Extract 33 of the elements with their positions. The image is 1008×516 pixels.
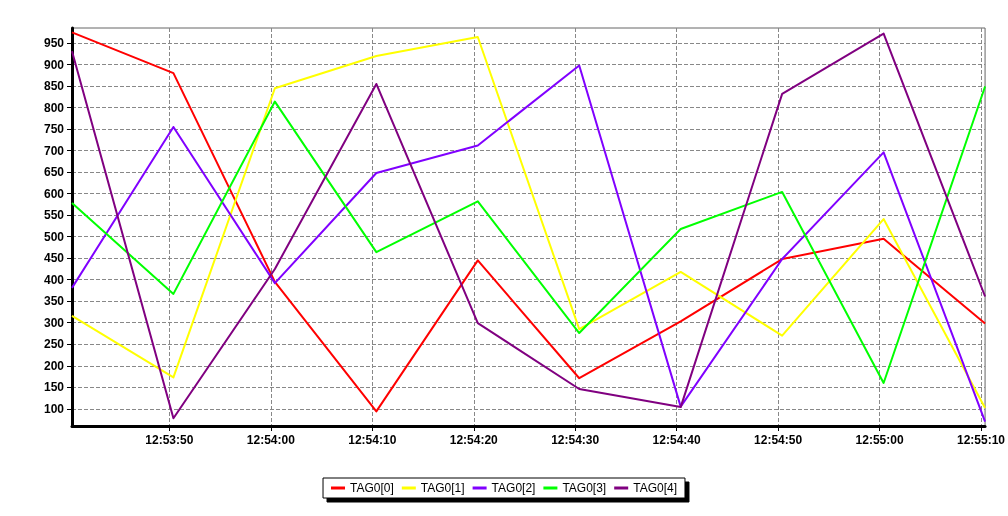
y-tick-label: 800 (43, 100, 65, 115)
y-tick-label: 150 (43, 380, 65, 395)
y-tick-label: 200 (43, 358, 65, 373)
x-tick-label: 12:54:40 (652, 433, 701, 447)
y-tick-label: 600 (43, 186, 65, 201)
x-tick-label: 12:54:50 (754, 433, 803, 447)
y-tick-label: 850 (43, 79, 65, 94)
x-tick-label: 12:55:00 (855, 433, 904, 447)
y-tick-label: 650 (43, 165, 65, 180)
legend-label: TAG0[3] (562, 481, 607, 495)
legend-label: TAG0[0] (350, 481, 394, 495)
x-tick-label: 12:54:00 (246, 433, 296, 447)
x-tick-label: 12:55:10 (956, 433, 1006, 447)
y-tick-label: 700 (43, 143, 65, 158)
y-tick-label: 750 (43, 122, 65, 137)
x-tick-label: 12:53:50 (145, 433, 194, 447)
y-tick-label: 900 (43, 57, 65, 72)
y-tick-label: 100 (43, 401, 65, 416)
y-tick-label: 250 (43, 337, 65, 352)
y-tick-label: 950 (43, 36, 65, 51)
line-series (71, 85, 987, 384)
y-tick-label: 550 (43, 208, 65, 223)
legend-label: TAG0[2] (491, 481, 536, 495)
y-tick-label: 400 (43, 272, 65, 287)
y-tick-label: 350 (43, 294, 65, 309)
y-tick-label: 500 (43, 229, 65, 244)
legend-label: TAG0[1] (420, 481, 465, 495)
x-tick-label: 12:54:30 (551, 433, 600, 447)
legend-label: TAG0[4] (633, 481, 677, 495)
y-tick-label: 300 (43, 315, 65, 330)
y-tick-label: 450 (43, 251, 65, 266)
x-tick-label: 12:54:10 (348, 433, 397, 447)
x-tick-label: 12:54:20 (449, 433, 499, 447)
